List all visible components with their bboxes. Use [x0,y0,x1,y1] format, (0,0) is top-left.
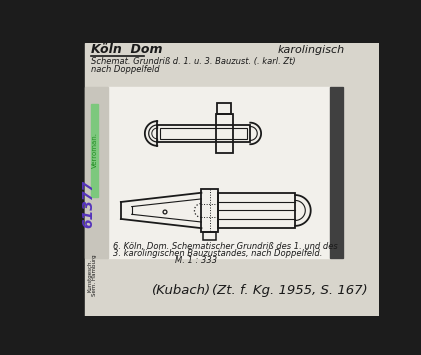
Text: (Kubach): (Kubach) [152,284,211,297]
Bar [203,232,216,240]
Bar [157,125,250,142]
Text: karolingisch: karolingisch [277,45,344,55]
Text: Kunstgesch.: Kunstgesch. [87,258,92,292]
Text: Sem. Hamburg: Sem. Hamburg [92,254,97,296]
Bar [217,103,231,114]
Bar [218,193,295,228]
Bar [160,128,247,139]
Bar [201,189,218,232]
Bar [85,87,109,258]
Text: M. 1 : 333: M. 1 : 333 [175,256,217,265]
Bar [330,87,343,258]
Bar [91,104,99,197]
Bar [216,114,233,153]
Text: Köln  Dom: Köln Dom [91,43,163,56]
Text: 3. karolingischen Bauzustandes, nach Doppelfeld.: 3. karolingischen Bauzustandes, nach Dop… [113,249,322,258]
Text: nach Doppelfeld: nach Doppelfeld [91,65,160,74]
Text: (Zt. f. Kg. 1955, S. 167): (Zt. f. Kg. 1955, S. 167) [211,284,367,297]
Text: 6. Köln, Dom. Schematischer Grundriß des 1. und des: 6. Köln, Dom. Schematischer Grundriß des… [113,242,338,251]
Text: 61377: 61377 [81,180,95,228]
Text: Schemat. Grundriß d. 1. u. 3. Bauzust. (. karl. Zt): Schemat. Grundriß d. 1. u. 3. Bauzust. (… [91,57,296,66]
Text: Verroman.: Verroman. [92,132,98,168]
Bar [109,87,343,258]
